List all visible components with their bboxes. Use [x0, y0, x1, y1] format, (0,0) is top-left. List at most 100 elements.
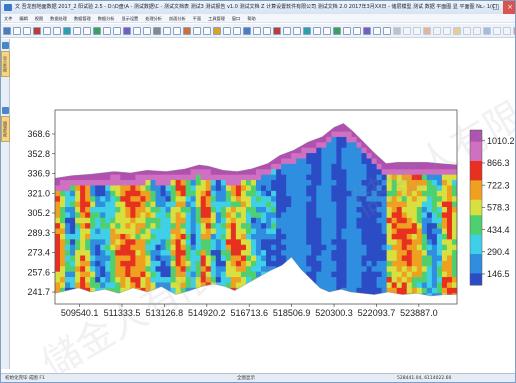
- toolbar-tool-icon[interactable]: [473, 27, 481, 35]
- toolbar-tool-icon[interactable]: [363, 27, 371, 35]
- toolbar-tool-icon[interactable]: [213, 27, 221, 35]
- heatmap-cell: [276, 287, 282, 294]
- toolbar-tool-icon[interactable]: [83, 27, 91, 35]
- toolbar-tool-icon[interactable]: [423, 27, 431, 35]
- toolbar-tool-icon[interactable]: [493, 27, 501, 35]
- toolbar-tool-icon[interactable]: [323, 27, 331, 35]
- toolbar-tool-icon[interactable]: [443, 27, 451, 35]
- heatmap-cell: [165, 228, 171, 235]
- menu-item-11[interactable]: 窗口: [231, 16, 241, 21]
- toolbar-tool-icon[interactable]: [103, 27, 111, 35]
- section-chart[interactable]: 368.6352.8336.9321.0305.2289.3273.4257.6…: [11, 39, 515, 369]
- plot-area[interactable]: 368.6 352.8 336.9 321.0 305.2 289.3 273.4 257.6…: [11, 39, 515, 382]
- menu-item-2[interactable]: 视图: [34, 16, 44, 21]
- toolbar-tool-icon[interactable]: [253, 27, 261, 35]
- toolbar-tool-icon[interactable]: [483, 27, 491, 35]
- toolbar-tool-icon[interactable]: [173, 27, 181, 35]
- toolbar-tool-icon[interactable]: [233, 27, 241, 35]
- toolbar-tool-icon[interactable]: [503, 27, 511, 35]
- maximize-icon[interactable]: □: [492, 3, 500, 11]
- panel-pin-icon-2[interactable]: [2, 107, 9, 114]
- toolbar-tool-icon[interactable]: [453, 27, 461, 35]
- toolbar-tool-icon[interactable]: [43, 27, 51, 35]
- heatmap-cell: [75, 282, 81, 289]
- heatmap-cell: [412, 115, 417, 121]
- heatmap-cell: [70, 271, 76, 278]
- toolbar-tool-icon[interactable]: [413, 27, 421, 35]
- heatmap-cell: [361, 126, 367, 132]
- toolbar-tool-icon[interactable]: [203, 27, 211, 35]
- menu-item-5[interactable]: 数据分析: [97, 16, 115, 21]
- toolbar-tool-icon[interactable]: [313, 27, 321, 35]
- heatmap-cell: [210, 287, 217, 294]
- toolbar-tool-icon[interactable]: [353, 27, 361, 35]
- toolbar-tool-icon[interactable]: [183, 27, 191, 35]
- heatmap-cell: [130, 271, 136, 278]
- toolbar-tool-icon[interactable]: [263, 27, 271, 35]
- heatmap-cell: [60, 142, 66, 149]
- heatmap-cell: [245, 180, 252, 186]
- toolbar-tool-icon[interactable]: [113, 27, 121, 35]
- toolbar-tool-icon[interactable]: [383, 27, 391, 35]
- toolbar-tool-icon[interactable]: [133, 27, 141, 35]
- heatmap-cell: [211, 110, 216, 116]
- menu-item-4[interactable]: 数据管理: [73, 16, 91, 21]
- menu-item-7[interactable]: 处理分析: [145, 16, 162, 21]
- toolbar-tool-icon[interactable]: [23, 27, 31, 35]
- toolbar-tool-icon[interactable]: [73, 27, 81, 35]
- heatmap-cell: [336, 196, 342, 203]
- toolbar-tool-icon[interactable]: [3, 27, 11, 35]
- heatmap-cell: [451, 217, 457, 224]
- toolbar-tool-icon[interactable]: [143, 27, 151, 35]
- menu-item-10[interactable]: 工具管理: [208, 16, 225, 21]
- toolbar-tool-icon[interactable]: [393, 27, 401, 35]
- toolbar-tool-icon[interactable]: [273, 27, 281, 35]
- toolbar-tool-icon[interactable]: [123, 27, 131, 35]
- menu-item-9[interactable]: 平面: [192, 16, 202, 21]
- heatmap-cell: [201, 299, 206, 305]
- toolbar-tool-icon[interactable]: [223, 27, 231, 35]
- toolbar-tool-icon[interactable]: [193, 27, 201, 35]
- heatmap-cell: [306, 212, 312, 219]
- heatmap-cell: [391, 250, 398, 256]
- menu-item-12[interactable]: 帮助: [247, 16, 256, 21]
- toolbar-tool-icon[interactable]: [283, 27, 291, 35]
- heatmap-cell: [60, 282, 66, 289]
- toolbar-tool-icon[interactable]: [93, 27, 101, 35]
- toolbar-tool-icon[interactable]: [293, 27, 301, 35]
- minimize-icon[interactable]: –: [480, 3, 484, 11]
- toolbar-tool-icon[interactable]: [33, 27, 41, 35]
- heatmap-cell: [276, 158, 282, 165]
- sidebar-tab-display[interactable]: 显示数据: [1, 51, 10, 77]
- panel-pin-icon[interactable]: [2, 42, 9, 49]
- menu-item-0[interactable]: 文件: [4, 16, 13, 21]
- menu-item-3[interactable]: 数据处理: [50, 16, 67, 21]
- toolbar-tool-icon[interactable]: [163, 27, 171, 35]
- menu-item-8[interactable]: 剖面分析: [169, 16, 186, 21]
- heatmap-cell: [426, 196, 433, 203]
- toolbar-tool-icon[interactable]: [433, 27, 441, 35]
- menu-item-1[interactable]: 编辑: [19, 16, 28, 21]
- toolbar-tool-icon[interactable]: [243, 27, 251, 35]
- toolbar-tool-icon[interactable]: [63, 27, 71, 35]
- toolbar-tool-icon[interactable]: [403, 27, 411, 35]
- close-icon[interactable]: ×: [503, 1, 515, 14]
- heatmap-cell: [140, 180, 146, 186]
- heatmap-cell: [55, 201, 61, 208]
- heatmap-cell: [165, 136, 171, 143]
- sidebar-tab-edit[interactable]: 编辑数据: [1, 116, 10, 142]
- heatmap-cell: [316, 299, 321, 305]
- heatmap-cell: [135, 115, 140, 121]
- toolbar-tool-icon[interactable]: [333, 27, 341, 35]
- toolbar-tool-icon[interactable]: [373, 27, 381, 35]
- toolbar-tool-icon[interactable]: [13, 27, 21, 35]
- toolbar-tool-icon[interactable]: [153, 27, 161, 35]
- heatmap-cell: [391, 196, 398, 203]
- toolbar-tool-icon[interactable]: [53, 27, 61, 35]
- menu-item-6[interactable]: 显示设置: [121, 16, 139, 21]
- heatmap-cell: [406, 266, 413, 273]
- toolbar-tool-icon[interactable]: [513, 27, 515, 35]
- toolbar-tool-icon[interactable]: [343, 27, 351, 35]
- toolbar-tool-icon[interactable]: [303, 27, 311, 35]
- toolbar-tool-icon[interactable]: [463, 27, 471, 35]
